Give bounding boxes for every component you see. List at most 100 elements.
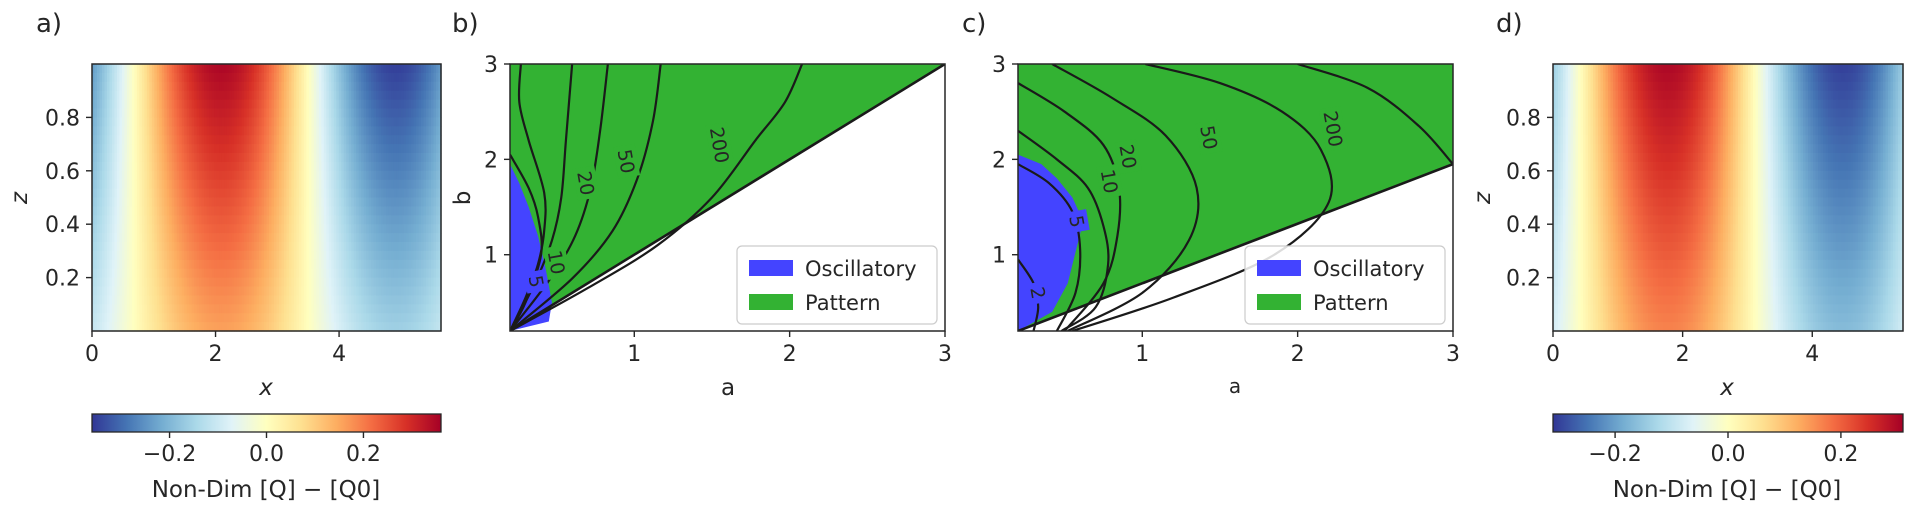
panel-a-cell — [328, 188, 332, 199]
panel-a-cell — [381, 64, 385, 74]
panel-d-cell — [1568, 197, 1572, 207]
panel-a-cell — [196, 153, 200, 163]
panel-a-cell — [136, 277, 140, 288]
panel-a-cell — [416, 64, 420, 74]
panel-a-cell — [244, 286, 248, 296]
panel-a-cell — [316, 259, 320, 270]
panel-a-cell — [343, 90, 347, 101]
panel-a-cell — [109, 295, 113, 305]
panel-a-cell — [224, 313, 228, 323]
panel-a-cell — [209, 161, 213, 172]
panel-a-cell — [111, 161, 116, 172]
panel-a-cell — [386, 90, 390, 101]
panel-a-cell — [244, 64, 248, 74]
panel-a-cell — [368, 170, 372, 181]
panel-a-cell — [141, 135, 145, 145]
panel-d-cell — [1580, 277, 1584, 288]
panel-a-cell — [336, 206, 340, 216]
panel-a-cell — [363, 259, 367, 270]
panel-a-cell — [264, 304, 268, 314]
panel-a-cell — [214, 295, 218, 305]
panel-a-cell — [236, 259, 240, 270]
panel-d-cell — [1565, 135, 1569, 145]
panel-a-cell — [348, 179, 352, 190]
panel-a-cell — [343, 295, 347, 305]
panel-a-cell — [413, 179, 417, 190]
panel-d-cell — [1608, 197, 1612, 207]
panel-a-cell — [271, 99, 275, 110]
panel-a-cell — [109, 108, 113, 118]
panel-a-cell — [316, 117, 320, 127]
panel-a-cell — [131, 322, 135, 332]
panel-a-cell — [92, 313, 96, 323]
panel-a-cell — [134, 170, 138, 181]
panel-a-cell — [291, 144, 295, 154]
panel-a-ytick-label: 0.2 — [45, 267, 80, 292]
panel-d-cell — [1560, 170, 1564, 181]
panel-a-cell — [164, 144, 168, 154]
panel-a-cell — [346, 81, 350, 92]
panel-a-cell — [316, 72, 320, 83]
panel-a-cell — [358, 188, 362, 199]
panel-a-cell — [316, 215, 320, 225]
panel-d-cell — [1585, 170, 1589, 181]
panel-d-cell — [1583, 81, 1587, 92]
panel-a-cell — [403, 161, 407, 172]
panel-a-cell — [199, 64, 203, 74]
panel-a-cell — [346, 206, 350, 216]
panel-d-cell — [1575, 268, 1579, 279]
panel-d-cell — [1585, 224, 1589, 234]
panel-a-cell — [296, 250, 300, 261]
panel-a-cell — [423, 206, 427, 216]
panel-c-contour-label-bg — [1025, 280, 1051, 306]
panel-a-cell — [249, 161, 253, 172]
panel-a-cell — [311, 161, 315, 172]
panel-a-cell — [306, 179, 310, 190]
panel-d-cell — [1583, 179, 1587, 190]
panel-a-cell — [321, 322, 325, 332]
panel-d-cell — [1590, 286, 1594, 296]
panel-a-cell — [129, 64, 133, 74]
panel-a-cell — [211, 170, 215, 181]
panel-a-cell — [119, 215, 123, 225]
panel-a-cell — [433, 161, 437, 172]
panel-a-cell — [209, 72, 213, 83]
panel-a-cell — [129, 99, 133, 110]
panel-a-cell — [236, 322, 240, 332]
panel-a-cell — [396, 206, 400, 216]
panel-d-cell — [1583, 224, 1587, 234]
panel-a-cell — [256, 135, 260, 145]
panel-a-cell — [249, 108, 253, 118]
panel-a-cell — [311, 179, 315, 190]
panel-a-cell — [134, 188, 138, 199]
panel-a-cell — [351, 153, 355, 163]
panel-a-cell — [141, 277, 145, 288]
panel-a-cell — [121, 250, 126, 261]
panel-a-cell — [189, 295, 193, 305]
panel-a-cell — [371, 108, 375, 118]
panel-a-cell — [288, 206, 293, 216]
panel-a-cell — [338, 72, 342, 83]
panel-a-cell — [363, 224, 367, 234]
panel-d-cell — [1563, 295, 1567, 305]
panel-a-cell — [204, 250, 208, 261]
panel-a-cell — [296, 72, 300, 83]
panel-a-cell — [376, 295, 380, 305]
panel-d-cell — [1608, 179, 1612, 190]
panel-a-cell — [149, 108, 153, 118]
panel-a-cell — [176, 117, 180, 127]
panel-a-cell — [104, 144, 108, 154]
panel-d-cell — [1580, 108, 1584, 118]
panel-a-cell — [266, 108, 270, 118]
panel-a-cell — [241, 135, 245, 145]
panel-a-cell — [191, 224, 195, 234]
panel-a-cell — [433, 179, 437, 190]
panel-a-cell — [428, 322, 432, 332]
panel-d-cell — [1568, 153, 1572, 163]
panel-a-cell — [341, 224, 345, 234]
panel-a-cell — [331, 81, 335, 92]
panel-a-cell — [313, 90, 317, 101]
panel-a-cell — [356, 259, 360, 270]
panel-a-cell — [151, 108, 155, 118]
panel-a-cell — [92, 322, 96, 332]
